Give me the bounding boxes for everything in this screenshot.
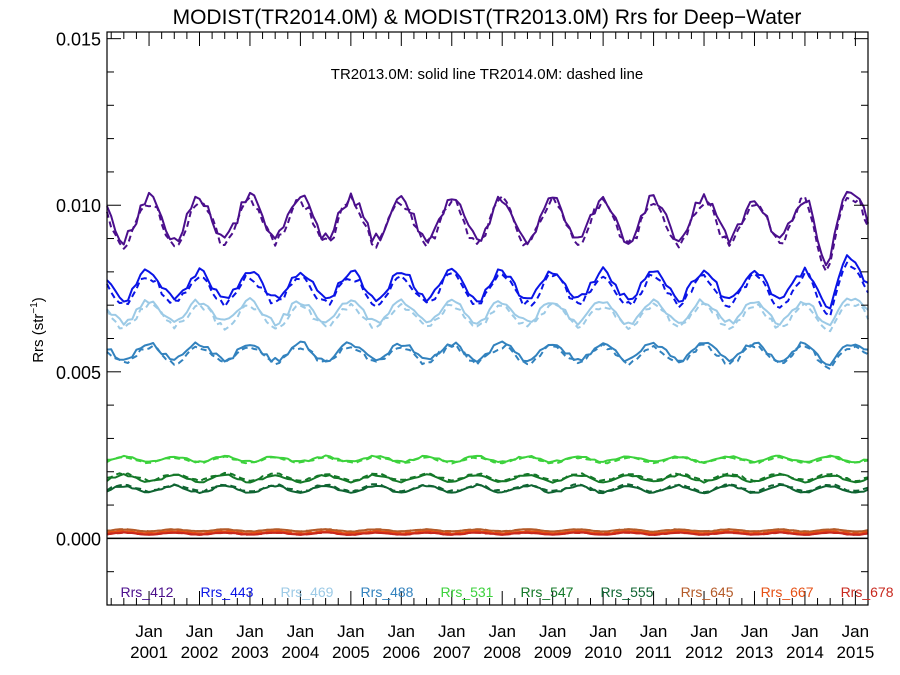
y-tick-label: 0.000 bbox=[56, 529, 101, 549]
x-tick-label-month: Jan bbox=[287, 622, 314, 641]
x-tick-label-month: Jan bbox=[236, 622, 263, 641]
x-tick-label-month: Jan bbox=[589, 622, 616, 641]
y-tick-label: 0.005 bbox=[56, 363, 101, 383]
legend-entry-rrs-469: Rrs_469 bbox=[281, 584, 334, 600]
series-line-rrs-412-dashed bbox=[106, 194, 869, 273]
x-tick-label-year: 2012 bbox=[685, 643, 723, 662]
x-tick-label-year: 2004 bbox=[281, 643, 319, 662]
x-tick-label-year: 2006 bbox=[382, 643, 420, 662]
legend-entry-rrs-531: Rrs_531 bbox=[441, 584, 494, 600]
plot-frame bbox=[106, 31, 869, 606]
x-tick-label-month: Jan bbox=[791, 622, 818, 641]
legend-entry-rrs-443: Rrs_443 bbox=[201, 584, 254, 600]
series-line-rrs-443-dashed bbox=[106, 261, 869, 317]
x-tick-label-year: 2011 bbox=[635, 643, 672, 662]
x-tick-label-month: Jan bbox=[489, 622, 516, 641]
x-tick-label-month: Jan bbox=[186, 622, 213, 641]
series-line-rrs-555-dashed bbox=[106, 483, 869, 494]
legend-entry-rrs-412: Rrs_412 bbox=[121, 584, 174, 600]
series-line-rrs-531-dashed bbox=[106, 455, 869, 465]
x-tick-label-month: Jan bbox=[438, 622, 465, 641]
x-tick-label-year: 2013 bbox=[736, 643, 774, 662]
legend-entry-rrs-547: Rrs_547 bbox=[521, 584, 574, 600]
x-tick-label-year: 2002 bbox=[181, 643, 219, 662]
series-layer bbox=[106, 190, 869, 536]
series-line-rrs-443-solid bbox=[106, 254, 869, 310]
x-tick-label-year: 2009 bbox=[534, 643, 572, 662]
x-tick-label-month: Jan bbox=[337, 622, 364, 641]
x-tick-label-year: 2003 bbox=[231, 643, 269, 662]
y-axis-label-superscript: −1 bbox=[29, 302, 40, 314]
series-line-rrs-547-solid bbox=[106, 473, 869, 484]
x-tick-label-year: 2014 bbox=[786, 643, 824, 662]
x-tick-label-month: Jan bbox=[690, 622, 717, 641]
x-tick-label-month: Jan bbox=[842, 622, 869, 641]
series-line-rrs-678-dashed bbox=[106, 531, 869, 536]
series-line-rrs-645-dashed bbox=[106, 528, 869, 533]
x-tick-label-month: Jan bbox=[741, 622, 768, 641]
legend-entry-rrs-678: Rrs_678 bbox=[841, 584, 894, 600]
y-axis-label: Rrs (str−1) bbox=[29, 297, 47, 363]
x-tick-label-year: 2007 bbox=[433, 643, 471, 662]
x-tick-label-year: 2001 bbox=[130, 643, 168, 662]
line-style-annotation: TR2013.0M: solid line TR2014.0M: dashed … bbox=[331, 66, 643, 83]
series-line-rrs-547-dashed bbox=[106, 471, 869, 483]
x-tick-label-month: Jan bbox=[388, 622, 415, 641]
series-line-rrs-469-dashed bbox=[106, 301, 869, 333]
y-tick-label: 0.015 bbox=[56, 30, 101, 50]
legend-entry-rrs-645: Rrs_645 bbox=[681, 584, 734, 600]
y-tick-label: 0.010 bbox=[56, 196, 101, 216]
x-tick-label-year: 2010 bbox=[584, 643, 622, 662]
x-tick-label-month: Jan bbox=[135, 622, 162, 641]
legend-entry-rrs-667: Rrs_667 bbox=[761, 584, 814, 600]
series-line-rrs-469-solid bbox=[106, 297, 869, 327]
x-tick-label-month: Jan bbox=[640, 622, 667, 641]
chart-title: MODIST(TR2014.0M) & MODIST(TR2013.0M) Rr… bbox=[173, 6, 802, 29]
axes-layer: 0.000 0.005 0.010 0.015 Jan 2001 Jan 2002 Jan 200… bbox=[56, 30, 874, 662]
legend-entry-rrs-488: Rrs_488 bbox=[361, 584, 414, 600]
legend: Rrs_412 Rrs_443 Rrs_469 Rrs_488 Rrs_531 Rrs_5… bbox=[121, 584, 894, 600]
x-tick-label-month: Jan bbox=[539, 622, 566, 641]
legend-entry-rrs-555: Rrs_555 bbox=[601, 584, 654, 600]
x-tick-label-year: 2005 bbox=[332, 643, 370, 662]
x-tick-label-year: 2015 bbox=[836, 643, 874, 662]
x-tick-label-year: 2008 bbox=[483, 643, 521, 662]
series-line-rrs-667-dashed bbox=[106, 530, 869, 535]
series-line-rrs-488-dashed bbox=[106, 342, 869, 371]
